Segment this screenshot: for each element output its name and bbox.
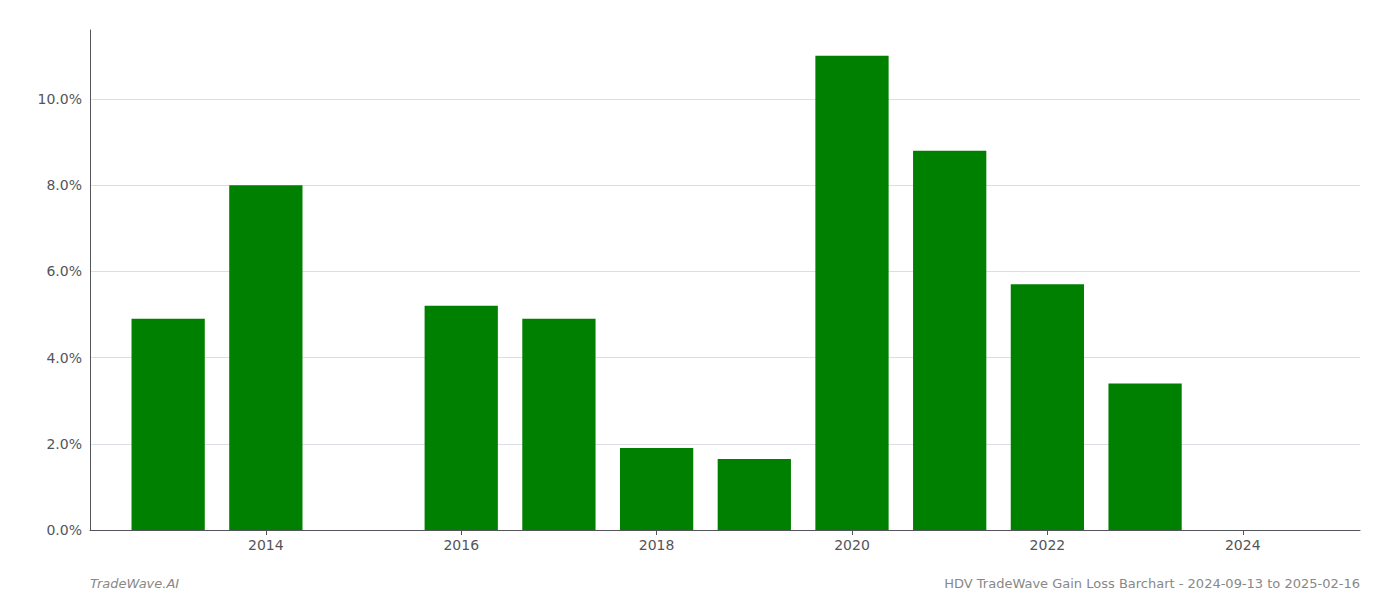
svg-text:8.0%: 8.0% <box>46 177 82 193</box>
svg-text:2020: 2020 <box>834 537 870 553</box>
svg-text:0.0%: 0.0% <box>46 522 82 538</box>
svg-text:2.0%: 2.0% <box>46 436 82 452</box>
svg-text:4.0%: 4.0% <box>46 350 82 366</box>
svg-text:10.0%: 10.0% <box>38 91 82 107</box>
svg-text:2016: 2016 <box>443 537 479 553</box>
svg-text:2018: 2018 <box>639 537 675 553</box>
svg-text:2024: 2024 <box>1225 537 1261 553</box>
svg-text:2022: 2022 <box>1030 537 1066 553</box>
svg-text:6.0%: 6.0% <box>46 263 82 279</box>
svg-text:TradeWave.AI: TradeWave.AI <box>90 576 179 591</box>
svg-text:2014: 2014 <box>248 537 284 553</box>
svg-text:HDV TradeWave Gain Loss Barcha: HDV TradeWave Gain Loss Barchart - 2024-… <box>944 576 1360 591</box>
